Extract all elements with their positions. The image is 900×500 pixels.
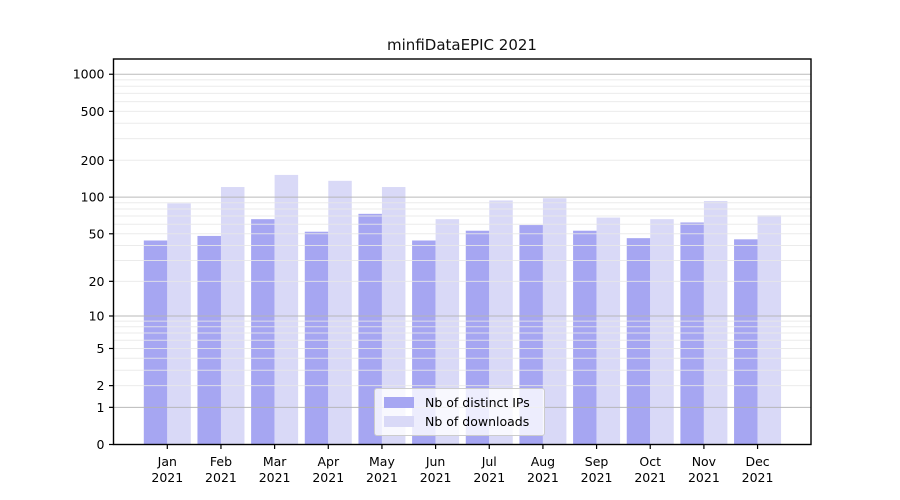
x-tick-label-year: 2021 [420, 470, 452, 485]
plot-border [112, 58, 812, 446]
x-tick-label-year: 2021 [581, 470, 613, 485]
legend-label-downloads: Nb of downloads [425, 414, 530, 429]
x-tick-label-year: 2021 [312, 470, 344, 485]
y-tick-label: 100 [81, 190, 105, 205]
y-tick-label: 50 [89, 226, 105, 241]
y-tick-label: 1 [97, 400, 105, 415]
x-tick-label-year: 2021 [634, 470, 666, 485]
x-tick-label-month: Aug [531, 454, 555, 469]
y-tick-label: 0 [97, 437, 105, 452]
chart-title: minfiDataEPIC 2021 [387, 36, 537, 54]
bar-downloads-apr [328, 180, 352, 445]
legend-item-downloads: Nb of downloads [384, 414, 535, 429]
x-tick-label-year: 2021 [742, 470, 774, 485]
bar-ips-oct [626, 238, 651, 445]
legend-label-ips: Nb of distinct IPs [425, 395, 530, 410]
y-tick-label: 2 [97, 378, 105, 393]
x-tick-label-year: 2021 [688, 470, 720, 485]
x-tick-label-year: 2021 [151, 470, 183, 485]
x-tick-label-year: 2021 [259, 470, 291, 485]
bar-ips-may [358, 213, 382, 445]
bar-ips-sep [573, 230, 597, 445]
bar-ips-jan [143, 240, 168, 445]
bar-downloads-sep [596, 217, 621, 445]
x-tick-label-month: Dec [745, 454, 769, 469]
bar-downloads-oct [650, 219, 674, 445]
y-tick-label: 20 [89, 274, 105, 289]
x-tick-label-month: Oct [639, 454, 661, 469]
x-tick-label-month: Nov [692, 454, 717, 469]
bar-downloads-mar [274, 174, 299, 445]
bar-downloads-nov [703, 201, 728, 445]
legend-swatch-downloads [384, 416, 414, 427]
y-tick-label: 1000 [73, 67, 105, 82]
x-tick-label-month: Sep [585, 454, 609, 469]
x-tick-label-year: 2021 [205, 470, 237, 485]
x-tick-label-month: Feb [210, 454, 232, 469]
x-tick-label-month: Apr [317, 454, 339, 469]
legend-swatch-ips [384, 397, 414, 408]
bar-ips-mar [251, 219, 275, 445]
bar-ips-dec [734, 239, 758, 445]
x-tick-label-month: May [369, 454, 395, 469]
x-tick-label-month: Jan [157, 454, 177, 469]
y-tick-label: 200 [81, 153, 105, 168]
bar-downloads-jan [167, 203, 191, 445]
x-tick-label-year: 2021 [473, 470, 505, 485]
x-tick-label-year: 2021 [366, 470, 398, 485]
legend-item-ips: Nb of distinct IPs [384, 395, 535, 410]
bar-downloads-jul [489, 200, 513, 445]
x-tick-label-year: 2021 [527, 470, 559, 485]
bar-downloads-dec [757, 215, 782, 445]
x-tick-label-month: Jun [425, 454, 446, 469]
y-tick-label: 10 [89, 308, 105, 323]
x-tick-label-month: Jul [481, 454, 497, 469]
y-tick-label: 500 [81, 104, 105, 119]
legend: Nb of distinct IPs Nb of downloads [374, 388, 545, 436]
bar-ips-apr [304, 231, 329, 445]
x-tick-label-month: Mar [263, 454, 287, 469]
y-tick-label: 5 [97, 341, 105, 356]
